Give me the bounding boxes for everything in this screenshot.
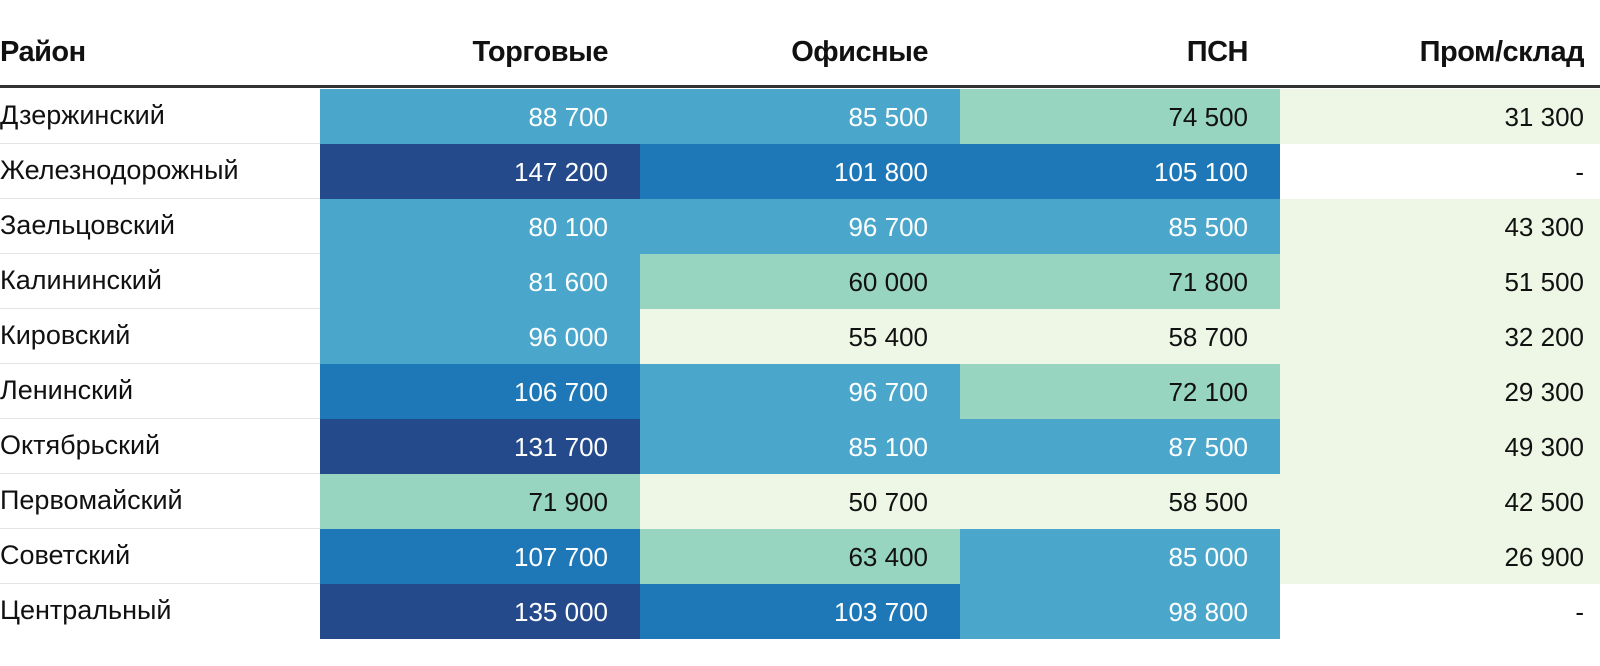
value-cell: 58 700: [960, 309, 1280, 364]
value-cell: 74 500: [960, 89, 1280, 144]
value-cell: -: [1280, 144, 1600, 199]
district-name: Центральный: [0, 595, 172, 625]
value-cell: 96 700: [640, 364, 960, 419]
value-cell: 85 500: [960, 199, 1280, 254]
value-cell: 81 600: [320, 254, 640, 309]
value-cell: 50 700: [640, 474, 960, 529]
table-row: Центральный 135 000 103 700 98 800-: [0, 584, 1600, 639]
value-cell: 96 000: [320, 309, 640, 364]
district-name: Заельцовский: [0, 210, 175, 240]
value-cell: 49 300: [1280, 419, 1600, 474]
district-name: Железнодорожный: [0, 155, 239, 185]
header-office: Офисные: [791, 36, 928, 68]
district-name: Ленинский: [0, 375, 134, 405]
value-cell: 98 800: [960, 584, 1280, 639]
value-cell: 85 100: [640, 419, 960, 474]
value-cell: 131 700: [320, 419, 640, 474]
value-cell: 147 200: [320, 144, 640, 199]
value-cell: 58 500: [960, 474, 1280, 529]
value-cell: 107 700: [320, 529, 640, 584]
value-cell: 31 300: [1280, 89, 1600, 144]
value-cell: 96 700: [640, 199, 960, 254]
value-cell: 103 700: [640, 584, 960, 639]
value-cell: 105 100: [960, 144, 1280, 199]
value-cell: 106 700: [320, 364, 640, 419]
table-row: Октябрьский 131 700 85 100 87 500 49 300: [0, 419, 1600, 474]
value-cell: 71 900: [320, 474, 640, 529]
header-psn: ПСН: [1186, 36, 1249, 68]
value-cell: 71 800: [960, 254, 1280, 309]
table-header: Район Торговые Офисные ПСН Пром/склад: [0, 0, 1600, 88]
value-cell: -: [1280, 584, 1600, 639]
table-row: Ленинский 106 700 96 700 72 100 29 300: [0, 364, 1600, 419]
table-row: Железнодорожный 147 200 101 800 105 100-: [0, 144, 1600, 199]
district-name: Первомайский: [0, 485, 183, 515]
district-name: Кировский: [0, 320, 131, 350]
header-retail: Торговые: [472, 36, 609, 68]
value-cell: 43 300: [1280, 199, 1600, 254]
value-cell: 51 500: [1280, 254, 1600, 309]
table-row: Калининский 81 600 60 000 71 800 51 500: [0, 254, 1600, 309]
table-row: Дзержинский 88 700 85 500 74 500 31 300: [0, 89, 1600, 144]
value-cell: 26 900: [1280, 529, 1600, 584]
district-name: Дзержинский: [0, 100, 165, 130]
table-row: Первомайский 71 900 50 700 58 500 42 500: [0, 474, 1600, 529]
table-row: Кировский 96 000 55 400 58 700 32 200: [0, 309, 1600, 364]
district-name: Калининский: [0, 265, 162, 295]
value-cell: 101 800: [640, 144, 960, 199]
value-cell: 29 300: [1280, 364, 1600, 419]
value-cell: 80 100: [320, 199, 640, 254]
value-cell: 55 400: [640, 309, 960, 364]
header-industrial: Пром/склад: [1419, 36, 1585, 68]
value-cell: 42 500: [1280, 474, 1600, 529]
value-cell: 32 200: [1280, 309, 1600, 364]
value-cell: 72 100: [960, 364, 1280, 419]
value-cell: 135 000: [320, 584, 640, 639]
value-cell: 88 700: [320, 89, 640, 144]
header-district: Район: [0, 36, 86, 68]
table-row: Советский 107 700 63 400 85 000 26 900: [0, 529, 1600, 584]
value-cell: 60 000: [640, 254, 960, 309]
district-name: Октябрьский: [0, 430, 161, 460]
value-cell: 85 000: [960, 529, 1280, 584]
table-row: Заельцовский 80 100 96 700 85 500 43 300: [0, 199, 1600, 254]
district-name: Советский: [0, 540, 131, 570]
value-cell: 87 500: [960, 419, 1280, 474]
value-cell: 63 400: [640, 529, 960, 584]
value-cell: 85 500: [640, 89, 960, 144]
